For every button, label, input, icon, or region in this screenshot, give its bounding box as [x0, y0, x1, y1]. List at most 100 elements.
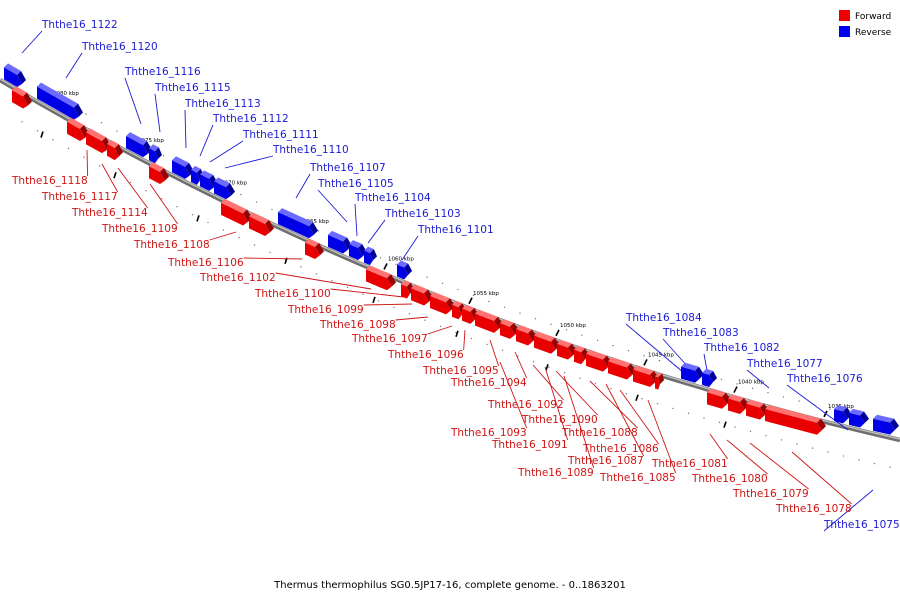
gene-Ththe16_1081[interactable] — [655, 372, 664, 390]
position-dot — [176, 206, 178, 208]
reverse-gene-label[interactable]: Ththe16_1112 — [212, 113, 289, 125]
forward-gene-label[interactable]: Ththe16_1088 — [561, 427, 638, 439]
reverse-gene-leader — [746, 369, 770, 389]
reverse-gene-label[interactable]: Ththe16_1076 — [786, 373, 863, 385]
gene-Ththe16_1111[interactable] — [200, 170, 218, 191]
reverse-gene-label[interactable]: Ththe16_1084 — [625, 312, 702, 324]
gene-Ththe16_1077[interactable] — [849, 408, 869, 428]
reverse-gene-label[interactable]: Ththe16_1113 — [184, 98, 261, 110]
reverse-gene-label[interactable]: Ththe16_1116 — [124, 66, 201, 78]
gene-Ththe16_1087[interactable] — [608, 357, 636, 380]
position-dot — [426, 276, 428, 278]
gene-Ththe16_1083[interactable] — [702, 368, 717, 388]
reverse-gene-label[interactable]: Ththe16_1120 — [81, 41, 158, 53]
position-dot — [765, 434, 767, 437]
forward-gene-label[interactable]: Ththe16_1086 — [582, 443, 659, 455]
forward-gene-label[interactable]: Ththe16_1099 — [287, 304, 364, 316]
gene-Ththe16_1122[interactable] — [4, 63, 26, 88]
gene-Ththe16_1109[interactable] — [107, 139, 123, 161]
reverse-gene-label[interactable]: Ththe16_1103 — [384, 208, 461, 220]
gene-Ththe16_1115[interactable] — [149, 144, 162, 164]
forward-gene-label[interactable]: Ththe16_1093 — [450, 427, 527, 439]
position-dot — [579, 377, 581, 379]
reverse-gene-label[interactable]: Ththe16_1122 — [41, 19, 118, 31]
gene-Ththe16_1105[interactable] — [328, 230, 352, 254]
reverse-gene-label[interactable]: Ththe16_1110 — [272, 144, 349, 156]
reverse-gene-label[interactable]: Ththe16_1101 — [417, 224, 494, 236]
forward-gene-label[interactable]: Ththe16_1100 — [254, 288, 331, 300]
position-dot — [52, 139, 54, 141]
gene-Ththe16_1079[interactable] — [728, 394, 749, 414]
forward-gene-label[interactable]: Ththe16_1089 — [517, 467, 594, 479]
position-dot — [519, 312, 521, 314]
gene-Ththe16_1117[interactable] — [67, 117, 89, 142]
forward-gene-leader — [589, 380, 638, 429]
position-dot — [207, 221, 209, 224]
forward-gene-label[interactable]: Ththe16_1097 — [351, 333, 428, 345]
reverse-gene-label[interactable]: Ththe16_1115 — [154, 82, 231, 94]
forward-gene-label[interactable]: Ththe16_1102 — [199, 272, 276, 284]
position-dot — [548, 366, 550, 369]
scale-minor-tick — [723, 421, 727, 428]
forward-gene-label[interactable]: Ththe16_1090 — [521, 414, 598, 426]
forward-gene-label[interactable]: Ththe16_1106 — [167, 257, 244, 269]
forward-gene-label[interactable]: Ththe16_1096 — [387, 349, 464, 361]
gene-Ththe16_1118[interactable] — [12, 86, 32, 109]
gene-Ththe16_1120[interactable] — [37, 82, 83, 120]
forward-gene-label[interactable]: Ththe16_1087 — [567, 455, 644, 467]
gene-f27[interactable] — [765, 404, 826, 435]
gene-Ththe16_1091[interactable] — [534, 331, 560, 354]
gene-Ththe16_1110[interactable] — [214, 177, 235, 200]
gene-Ththe16_1090[interactable] — [516, 325, 537, 346]
gene-Ththe16_1084[interactable] — [681, 362, 704, 383]
forward-gene-label[interactable]: Ththe16_1092 — [487, 399, 564, 411]
forward-gene-leader — [275, 272, 372, 290]
gene-Ththe16_1106[interactable] — [221, 198, 252, 226]
forward-gene-label[interactable]: Ththe16_1108 — [133, 239, 210, 251]
gene-Ththe16_1099[interactable] — [366, 265, 396, 291]
gene-Ththe16_1076[interactable] — [873, 414, 899, 435]
forward-gene-label[interactable]: Ththe16_1109 — [101, 223, 178, 235]
reverse-gene-label[interactable]: Ththe16_1075 — [823, 519, 900, 531]
reverse-gene-label[interactable]: Ththe16_1111 — [242, 129, 319, 141]
reverse-gene-label[interactable]: Ththe16_1107 — [309, 162, 386, 174]
gene-Ththe16_1107[interactable] — [278, 208, 318, 239]
forward-gene-label[interactable]: Ththe16_1118 — [11, 175, 88, 187]
forward-gene-label[interactable]: Ththe16_1085 — [599, 472, 676, 484]
position-dot — [486, 343, 488, 346]
gene-Ththe16_1103[interactable] — [364, 246, 377, 266]
forward-gene-label[interactable]: Ththe16_1091 — [491, 439, 568, 451]
forward-gene-label[interactable]: Ththe16_1117 — [41, 191, 118, 203]
gene-Ththe16_1102[interactable] — [249, 212, 274, 236]
reverse-gene-label[interactable]: Ththe16_1083 — [662, 327, 739, 339]
gene-Ththe16_1100[interactable] — [305, 238, 324, 260]
position-dot — [331, 280, 333, 282]
reverse-gene-label[interactable]: Ththe16_1082 — [703, 342, 780, 354]
genome-caption: Thermus thermophilus SG0.5JP17-16, compl… — [273, 580, 626, 591]
gene-Ththe16_1101[interactable] — [397, 260, 412, 280]
position-dot — [85, 113, 87, 115]
gene-Ththe16_1097[interactable] — [411, 284, 433, 306]
forward-gene-leader — [532, 364, 564, 401]
forward-gene-label[interactable]: Ththe16_1094 — [450, 377, 527, 389]
forward-gene-label[interactable]: Ththe16_1098 — [319, 319, 396, 331]
position-dot — [718, 421, 721, 424]
forward-gene-label[interactable]: Ththe16_1079 — [732, 488, 809, 500]
gene-Ththe16_1096[interactable] — [430, 291, 455, 315]
reverse-gene-label[interactable]: Ththe16_1077 — [746, 358, 823, 370]
reverse-gene-label[interactable]: Ththe16_1105 — [317, 178, 394, 190]
forward-gene-leader — [463, 329, 466, 351]
forward-gene-label[interactable]: Ththe16_1114 — [71, 207, 148, 219]
gene-Ththe16_1080[interactable] — [707, 388, 731, 409]
position-dot — [395, 263, 397, 266]
reverse-gene-label[interactable]: Ththe16_1104 — [354, 192, 431, 204]
forward-gene-label[interactable]: Ththe16_1081 — [651, 458, 728, 470]
gene-Ththe16_1092[interactable] — [475, 309, 503, 333]
forward-gene-label[interactable]: Ththe16_1095 — [422, 365, 499, 377]
forward-gene-label[interactable]: Ththe16_1078 — [775, 503, 852, 515]
forward-gene-leader — [749, 442, 809, 490]
forward-gene-label[interactable]: Ththe16_1080 — [691, 473, 768, 485]
gene-Ththe16_1108[interactable] — [149, 162, 169, 185]
position-dot — [160, 198, 163, 200]
forward-gene-leader — [330, 288, 405, 298]
